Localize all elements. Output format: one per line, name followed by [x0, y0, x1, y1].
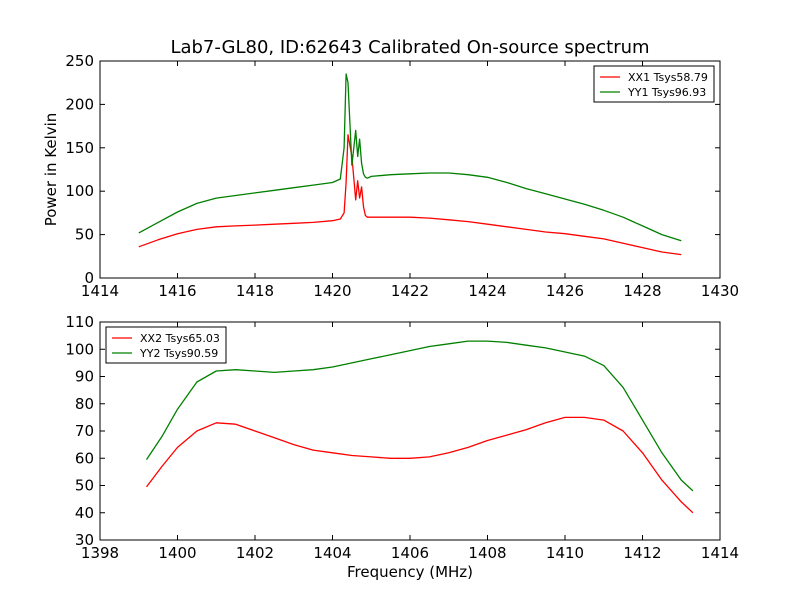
y-tick-label: 0: [84, 269, 94, 287]
y-tick-label: 100: [65, 340, 94, 358]
y-tick-label: 40: [75, 504, 94, 522]
x-tick-label: 1400: [158, 544, 196, 562]
y-tick-label: 200: [65, 95, 94, 113]
y-tick-label: 80: [75, 395, 94, 413]
legend-box: [593, 65, 715, 103]
series-line-xx2: [145, 416, 694, 514]
x-tick-label: 1406: [391, 544, 429, 562]
x-tick-label: 1418: [236, 282, 274, 300]
x-tick-label: 1412: [623, 544, 661, 562]
y-tick-label: 70: [75, 422, 94, 440]
x-tick-label: 1422: [391, 282, 429, 300]
x-tick-label: 1430: [701, 282, 739, 300]
series-line-yy1: [138, 73, 682, 242]
y-tick-label: 150: [65, 139, 94, 157]
y-tick-label: 110: [65, 313, 94, 331]
bottom-panel: 1398 1400 1402 1404 1406 1408 1410 1412 1414 30 40…: [65, 313, 739, 581]
legend-box: [105, 326, 227, 364]
series-line-xx1: [138, 134, 682, 256]
legend-label: YY1 Tsys96.93: [627, 86, 706, 99]
bottom-axis-ticks: 1398 1400 1402 1404 1406 1408 1410 1412 1414 30 40…: [65, 313, 739, 562]
x-tick-label: 1402: [236, 544, 274, 562]
bottom-series-layer: [145, 340, 694, 514]
x-tick-label: 1428: [623, 282, 661, 300]
x-tick-label: 1408: [468, 544, 506, 562]
y-tick-label: 30: [75, 531, 94, 549]
y-tick-label: 50: [75, 226, 94, 244]
chart-title: Lab7-GL80, ID:62643 Calibrated On-source…: [170, 37, 649, 58]
top-y-axis-label: Power in Kelvin: [42, 113, 60, 227]
x-tick-label: 1410: [546, 544, 584, 562]
x-tick-label: 1404: [313, 544, 351, 562]
top-panel: 1414 1416 1418 1420 1422 1424 1426 1428 1430 0 50 1…: [42, 52, 739, 300]
bottom-legend: XX2 Tsys65.03 YY2 Tsys90.59: [105, 326, 227, 364]
top-legend: XX1 Tsys58.79 YY1 Tsys96.93: [593, 65, 715, 103]
x-tick-label: 1414: [701, 544, 739, 562]
x-tick-label: 1416: [158, 282, 196, 300]
y-tick-label: 250: [65, 52, 94, 70]
x-tick-label: 1398: [81, 544, 119, 562]
bottom-x-axis-label: Frequency (MHz): [347, 563, 473, 581]
x-tick-label: 1424: [468, 282, 506, 300]
top-axis-ticks: 1414 1416 1418 1420 1422 1424 1426 1428 1430 0 50 1…: [65, 52, 739, 300]
top-series-layer: [138, 73, 682, 256]
x-tick-label: 1420: [313, 282, 351, 300]
y-tick-label: 100: [65, 182, 94, 200]
y-tick-label: 90: [75, 368, 94, 386]
y-tick-label: 60: [75, 449, 94, 467]
legend-label: XX1 Tsys58.79: [628, 71, 708, 84]
legend-label: XX2 Tsys65.03: [140, 332, 220, 345]
y-tick-label: 50: [75, 477, 94, 495]
x-tick-label: 1414: [81, 282, 119, 300]
series-line-yy2: [145, 340, 694, 492]
legend-label: YY2 Tsys90.59: [139, 347, 218, 360]
x-tick-label: 1426: [546, 282, 584, 300]
